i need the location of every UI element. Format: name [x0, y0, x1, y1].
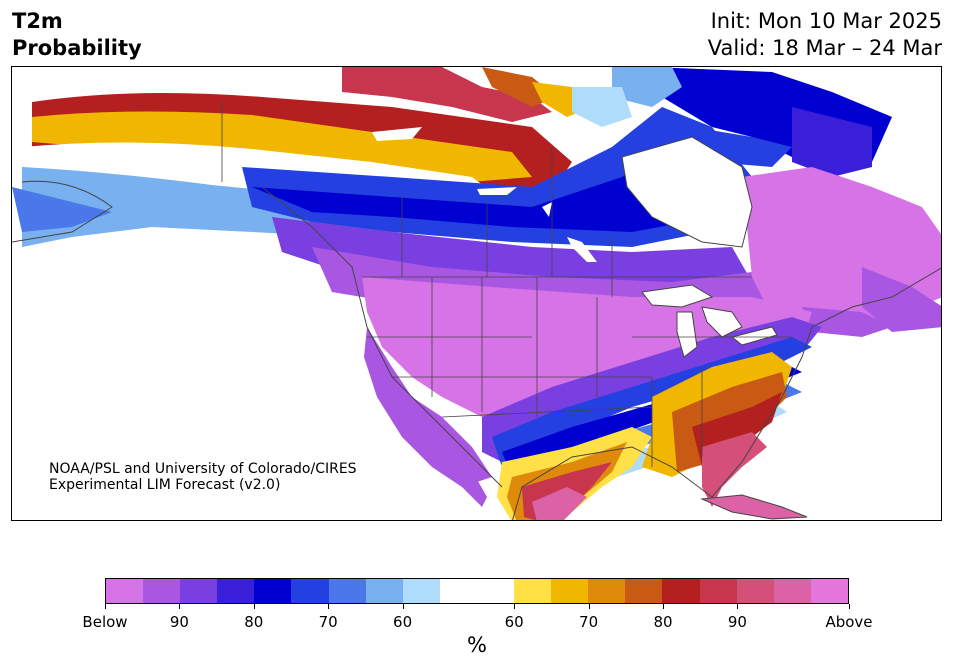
colorbar-segment	[365, 579, 403, 603]
map-panel	[11, 66, 942, 521]
baja-region	[407, 397, 487, 507]
colorbar-segment	[328, 579, 366, 603]
alaska-coast	[12, 180, 113, 243]
colorbar-tick-label: 80	[653, 613, 673, 631]
colorbar-segment	[402, 579, 440, 603]
forecast-dates: Init: Mon 10 Mar 2025 Valid: 18 Mar – 24…	[708, 8, 942, 62]
title-line-1: T2m	[12, 9, 63, 33]
map-title: T2m Probability	[12, 8, 142, 62]
credit-text: NOAA/PSL and University of Colorado/CIRE…	[49, 461, 357, 493]
credit-line-1: NOAA/PSL and University of Colorado/CIRE…	[49, 461, 357, 477]
colorbar-segment	[106, 579, 144, 603]
colorbar-segment	[736, 579, 774, 603]
colorbar-tickmark	[737, 604, 739, 609]
colorbar-segment	[625, 579, 663, 603]
valid-dates: Valid: 18 Mar – 24 Mar	[707, 36, 942, 60]
colorbar-tickmark	[849, 604, 850, 609]
probability-map	[12, 67, 941, 520]
colorbar-tickmark	[328, 604, 330, 609]
colorbar-segment	[217, 579, 255, 603]
colorbar-segment	[143, 579, 181, 603]
us-central	[362, 277, 812, 487]
colorbar-segment	[588, 579, 626, 603]
colorbar-tick-label: 60	[393, 613, 413, 631]
colorbar-tick-label: 90	[169, 613, 189, 631]
colorbar-tick-label: 60	[504, 613, 524, 631]
colorbar-segment	[551, 579, 589, 603]
colorbar-segment	[662, 579, 700, 603]
colorbar-tick-label: Below	[82, 613, 128, 631]
colorbar-tickmark	[402, 604, 404, 609]
colorbar-tickmark	[179, 604, 181, 609]
colorbar-tickmark	[588, 604, 590, 609]
political-borders	[221, 102, 792, 467]
cuba	[700, 494, 808, 520]
great-lakes	[641, 284, 778, 358]
colorbar-tick-label: 70	[318, 613, 338, 631]
atlantic-gulf-coast	[512, 267, 941, 520]
pacific-coast	[261, 186, 503, 488]
colorbar-tickmark	[253, 604, 255, 609]
colorbar-tickmark	[663, 604, 664, 609]
colorbar-segment	[699, 579, 737, 603]
colorbar-segment	[773, 579, 811, 603]
colorbar-tick-label: Above	[825, 613, 873, 631]
colorbar-segment	[810, 579, 848, 603]
colorbar-tickmark	[514, 604, 516, 609]
southeast-warm	[642, 352, 792, 507]
colorbar	[105, 578, 849, 604]
init-date: Init: Mon 10 Mar 2025	[710, 9, 942, 33]
title-line-2: Probability	[12, 36, 142, 60]
colorbar-segment	[514, 579, 552, 603]
hudson-bay	[621, 136, 753, 248]
colorbar-segment	[254, 579, 292, 603]
colorbar-tick-label: 70	[579, 613, 599, 631]
colorbar-unit: %	[467, 633, 487, 657]
credit-line-2: Experimental LIM Forecast (v2.0)	[49, 477, 281, 493]
colorbar-segment	[291, 579, 329, 603]
colorbar-segment	[439, 579, 477, 603]
canadian-lakes	[372, 127, 597, 262]
colorbar-tick-label: 80	[244, 613, 264, 631]
east-canada	[742, 167, 941, 337]
colorbar-tickmark	[105, 604, 106, 609]
colorbar-segment	[180, 579, 218, 603]
colorbar-tick-label: 90	[727, 613, 747, 631]
colorbar-segment	[476, 579, 515, 603]
